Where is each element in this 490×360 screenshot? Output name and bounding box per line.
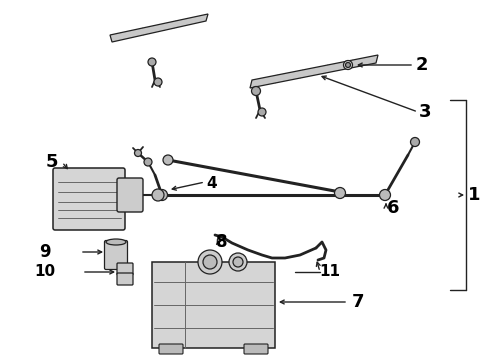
Circle shape [148, 58, 156, 66]
FancyBboxPatch shape [159, 344, 183, 354]
Ellipse shape [106, 239, 126, 245]
Circle shape [154, 78, 162, 86]
Text: 6: 6 [387, 199, 399, 217]
FancyBboxPatch shape [117, 178, 143, 212]
Text: 8: 8 [216, 233, 228, 251]
Circle shape [251, 86, 261, 95]
FancyBboxPatch shape [53, 168, 125, 230]
Polygon shape [110, 14, 208, 42]
Circle shape [156, 189, 168, 201]
Text: 10: 10 [34, 265, 55, 279]
Circle shape [233, 257, 243, 267]
Text: 4: 4 [207, 175, 217, 190]
Circle shape [343, 60, 352, 69]
Text: 1: 1 [468, 186, 480, 204]
FancyBboxPatch shape [104, 240, 127, 270]
FancyBboxPatch shape [117, 273, 133, 285]
Circle shape [203, 255, 217, 269]
Circle shape [198, 250, 222, 274]
Circle shape [144, 158, 152, 166]
Circle shape [229, 253, 247, 271]
Text: 3: 3 [419, 103, 431, 121]
Text: 2: 2 [416, 56, 428, 74]
Polygon shape [250, 55, 378, 88]
Circle shape [163, 155, 173, 165]
Circle shape [258, 108, 266, 116]
Circle shape [345, 63, 350, 68]
Circle shape [152, 189, 164, 201]
Circle shape [134, 149, 142, 157]
Text: 11: 11 [319, 265, 341, 279]
Polygon shape [152, 262, 275, 348]
Text: 9: 9 [39, 243, 51, 261]
Circle shape [335, 188, 345, 198]
Text: 5: 5 [46, 153, 58, 171]
FancyBboxPatch shape [117, 263, 133, 275]
Circle shape [379, 189, 391, 201]
Text: 7: 7 [352, 293, 364, 311]
FancyBboxPatch shape [244, 344, 268, 354]
Circle shape [411, 138, 419, 147]
